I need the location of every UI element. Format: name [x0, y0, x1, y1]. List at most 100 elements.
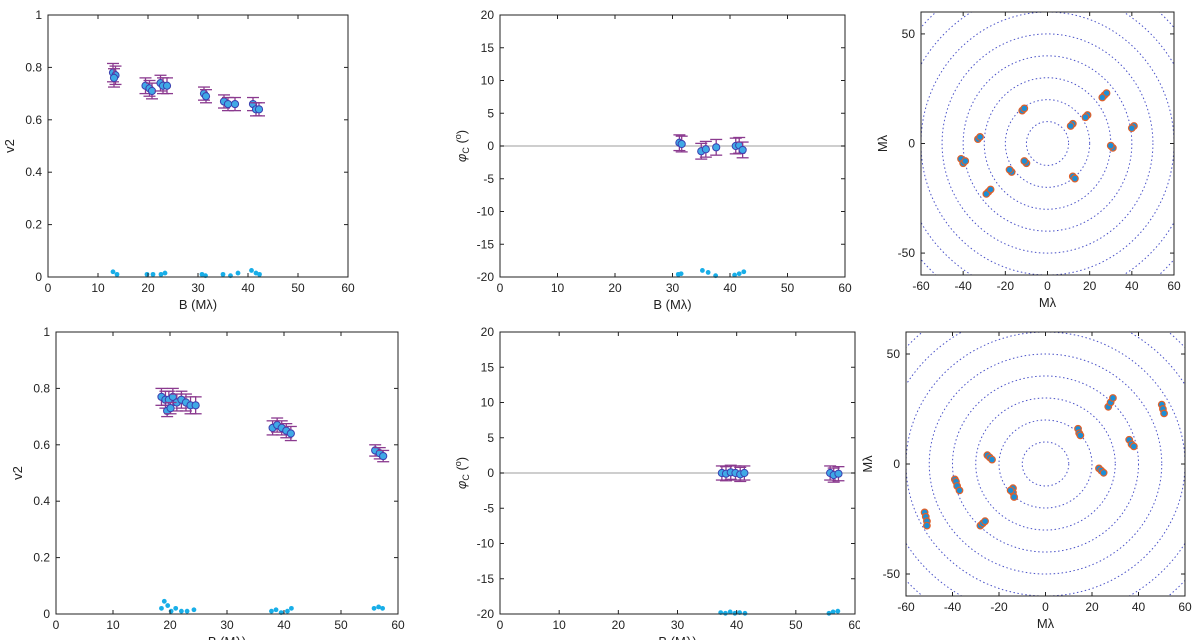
residual-point	[269, 608, 274, 614]
x-tick-label: -20	[997, 279, 1015, 293]
data-point	[675, 135, 688, 153]
panel-v2-top: 0 10 20 30 40 50 60 0 0.2 0.4 0.6 0.8 1 B (Mλ) v2	[2, 8, 355, 312]
residual-point	[168, 608, 174, 614]
data-point	[229, 96, 241, 112]
panel-cp-top: 0 10 20 30 40 50 60 -20 -15 -10 -5 0 5 10 15 20 B (Mλ) φC…	[453, 8, 852, 312]
uv-point	[988, 455, 996, 464]
x-tick-label: 20	[141, 281, 155, 295]
data-point	[164, 401, 177, 415]
plot-frame	[499, 14, 846, 278]
x-axis-label: B (Mλ)	[179, 297, 217, 312]
y-tick-label: -10	[477, 205, 495, 219]
data-point	[161, 77, 173, 95]
residual-point	[741, 269, 747, 275]
y-tick-label: -10	[477, 537, 495, 551]
plot-frame	[920, 11, 1175, 276]
y-tick-label: -20	[477, 270, 495, 284]
residual-point	[830, 609, 836, 615]
x-tick-label: 0	[497, 281, 504, 295]
uv-point	[976, 133, 984, 141]
data-point	[710, 138, 723, 156]
residual-point	[736, 271, 742, 277]
uv-ring	[952, 375, 1139, 553]
panel-uv-bottom: -60 -40 -20 0 20 40 60 -50 0 50 Mλ Mλ	[860, 331, 1192, 631]
uv-point	[961, 157, 970, 165]
x-axis-label: B (Mλ)	[208, 634, 246, 640]
residual-point	[249, 268, 254, 273]
residual-point	[235, 270, 241, 276]
x-tick-label: 30	[666, 281, 680, 295]
residual-point	[110, 269, 116, 275]
y-tick-label: -5	[483, 172, 494, 186]
uv-ring	[962, 55, 1133, 232]
y-axis-label: Mλ	[875, 134, 890, 152]
x-tick-label: 30	[220, 618, 234, 632]
data-point	[284, 425, 297, 442]
residual-point	[705, 270, 711, 275]
x-tick-label: 0	[497, 618, 504, 632]
x-tick-label: 40	[723, 281, 737, 295]
x-tick-label: 40	[241, 281, 255, 295]
uv-point	[1006, 486, 1015, 495]
uv-point	[1076, 431, 1085, 440]
uv-point	[1081, 113, 1090, 122]
x-tick-label: 20	[608, 281, 622, 295]
x-tick-label: 20	[612, 618, 626, 632]
y-axis-label: φC (o)	[453, 457, 471, 489]
uv-point	[1010, 493, 1019, 501]
y-tick-label: 10	[481, 74, 495, 88]
uv-point	[955, 486, 964, 495]
x-axis-label: Mλ	[1039, 295, 1057, 310]
x-tick-label: -40	[954, 279, 972, 293]
residual-point	[380, 605, 386, 611]
data-point	[832, 466, 845, 482]
uv-ring	[983, 77, 1112, 210]
uv-point	[1109, 394, 1117, 402]
x-tick-label: 50	[291, 281, 305, 295]
x-tick-label: 60	[341, 281, 355, 295]
residual-point	[191, 607, 197, 613]
y-tick-label: 0	[43, 607, 50, 621]
residual-point	[371, 605, 377, 611]
x-tick-label: 50	[334, 618, 348, 632]
y-tick-label: 5	[487, 431, 494, 445]
x-tick-label: 20	[1083, 279, 1097, 293]
x-tick-label: 10	[106, 618, 120, 632]
x-tick-label: 0	[1042, 600, 1049, 614]
uv-ring	[906, 332, 1185, 596]
y-tick-label: 15	[481, 41, 495, 55]
panel-uv-top: -60 -40 -20 0 20 40 60 -50 0 50 Mλ Mλ	[875, 11, 1181, 310]
uv-ring	[928, 353, 1163, 575]
residual-point	[678, 271, 684, 277]
y-axis-label: v2	[10, 466, 25, 480]
x-tick-label: -60	[897, 600, 915, 614]
x-tick-label: 40	[1125, 279, 1139, 293]
data-point	[146, 82, 158, 100]
uv-ring	[1021, 441, 1070, 487]
y-tick-label: 0	[487, 139, 494, 153]
y-tick-label: 1	[35, 8, 42, 22]
uv-ring	[941, 33, 1154, 254]
x-tick-label: 20	[163, 618, 177, 632]
uv-ring	[975, 397, 1116, 531]
panel-cp-bottom: 0 10 20 30 40 50 60 -20 -15 -10 -5 0 5 10 15 20 B (Mλ) φC…	[453, 325, 860, 640]
y-tick-label: 0.4	[25, 165, 42, 179]
uv-point	[1129, 442, 1138, 451]
residual-point	[158, 271, 164, 277]
residual-point	[273, 607, 279, 613]
residual-point	[376, 604, 382, 610]
residual-point	[159, 605, 164, 611]
x-axis-label: B (Mλ)	[653, 297, 691, 312]
residual-point	[835, 608, 841, 614]
y-tick-label: 50	[902, 27, 916, 41]
data-point	[377, 449, 390, 463]
x-tick-label: 60	[1167, 279, 1181, 293]
y-tick-label: 0	[893, 457, 900, 471]
residual-point	[742, 610, 748, 616]
x-tick-label: 30	[191, 281, 205, 295]
x-tick-label: 10	[552, 618, 566, 632]
y-tick-label: 0	[908, 137, 915, 151]
residual-point	[289, 605, 294, 611]
y-tick-label: 0.6	[25, 113, 42, 127]
y-tick-label: 0	[487, 466, 494, 480]
